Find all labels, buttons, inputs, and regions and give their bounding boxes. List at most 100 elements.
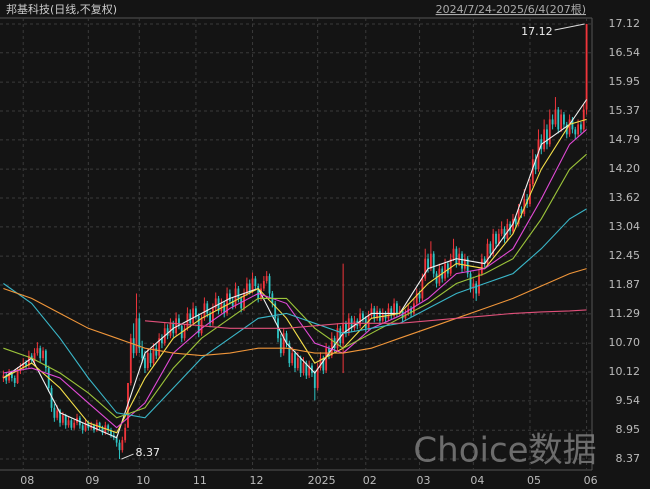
candle-body [39, 348, 42, 359]
candle-body [42, 350, 44, 359]
candle-body [313, 373, 316, 388]
candle-body [53, 407, 56, 418]
candle-body [13, 378, 16, 383]
candle-body [435, 273, 438, 284]
candle-body [398, 310, 401, 314]
candle-body [10, 373, 13, 379]
candle-body [543, 129, 546, 150]
candle-body [22, 363, 25, 369]
candle-body [84, 422, 87, 431]
candle-body [257, 286, 260, 299]
x-tick-label: 2025 [308, 474, 336, 487]
candle-body [8, 373, 10, 381]
candle-body [245, 283, 248, 294]
candle-body [274, 303, 277, 319]
y-tick-label: 8.37 [616, 452, 641, 465]
candle-body [322, 358, 325, 371]
y-tick-label: 14.79 [609, 133, 641, 146]
candle-body [279, 338, 282, 354]
x-tick-label: 03 [417, 474, 431, 487]
candle-body [248, 283, 251, 291]
candle-body [328, 348, 330, 356]
candle-body [560, 114, 563, 130]
candle-body [410, 308, 412, 314]
candle-body [497, 233, 500, 244]
candle-body [220, 303, 223, 311]
candle-body [141, 348, 144, 359]
candle-body [546, 129, 548, 145]
y-tick-label: 10.70 [609, 336, 641, 349]
candle-body [178, 318, 180, 326]
candle-body [268, 276, 271, 294]
candle-body [480, 258, 483, 274]
candle-body [50, 387, 53, 408]
y-tick-label: 14.20 [609, 162, 641, 175]
x-tick-label: 10 [136, 474, 150, 487]
candle-body [512, 218, 514, 232]
candle-body [427, 258, 429, 269]
candle-body [395, 303, 398, 314]
candle-body [209, 313, 211, 324]
candle-body [503, 228, 506, 239]
candle-body [189, 313, 192, 324]
candle-body [299, 358, 302, 374]
moving-average-line [3, 268, 587, 357]
candle-body [231, 300, 234, 306]
candle-body [520, 208, 523, 214]
x-tick-label: 11 [193, 474, 207, 487]
candle-body [155, 348, 158, 356]
candle-body [551, 119, 554, 125]
candle-body [316, 368, 319, 388]
candle-body [262, 281, 265, 289]
candle-body [461, 253, 463, 269]
candle-body [251, 278, 254, 291]
candle-body [330, 338, 333, 356]
candle-body [282, 333, 285, 354]
candle-body [381, 313, 384, 321]
moving-average-line [3, 99, 588, 439]
candle-body [132, 338, 135, 354]
candle-body [214, 298, 217, 309]
candle-body [336, 328, 339, 349]
y-tick-label: 16.54 [609, 46, 641, 59]
candle-body [446, 263, 449, 274]
candle-body [424, 258, 427, 279]
candle-body [333, 338, 336, 349]
candle-body [288, 343, 291, 364]
candle-body [146, 353, 149, 369]
candle-body [110, 430, 112, 436]
candle-body [463, 258, 466, 269]
candle-body [192, 308, 195, 324]
candle-body [166, 328, 169, 336]
candle-body [523, 198, 526, 214]
x-tick-label: 02 [363, 474, 377, 487]
y-tick-label: 13.04 [609, 220, 641, 233]
x-tick-label: 05 [527, 474, 541, 487]
candle-body [563, 114, 565, 125]
watermark: Choice数据 [413, 431, 596, 471]
candle-body [483, 258, 486, 264]
x-tick-label: 06 [584, 474, 598, 487]
candle-body [537, 139, 540, 170]
candle-body [59, 410, 61, 423]
candle-body [228, 293, 231, 301]
candle-body [580, 124, 582, 130]
candle-body [568, 119, 571, 135]
moving-average-line [3, 208, 587, 419]
x-tick-label: 08 [20, 474, 34, 487]
candle-body [16, 370, 19, 383]
candle-body [517, 208, 520, 224]
candle-body [194, 308, 197, 316]
candle-body [70, 420, 73, 428]
candle-body [345, 323, 347, 334]
chart-title: 邦基科技(日线,不复权) [6, 2, 117, 16]
candle-body [33, 353, 36, 361]
candle-body [577, 124, 580, 135]
candle-body [500, 228, 503, 234]
candle-body [56, 410, 59, 418]
candle-body [429, 253, 432, 269]
y-tick-label: 11.87 [609, 278, 641, 291]
candle-body [495, 233, 497, 244]
candle-body [548, 119, 551, 145]
candle-body [44, 350, 47, 369]
